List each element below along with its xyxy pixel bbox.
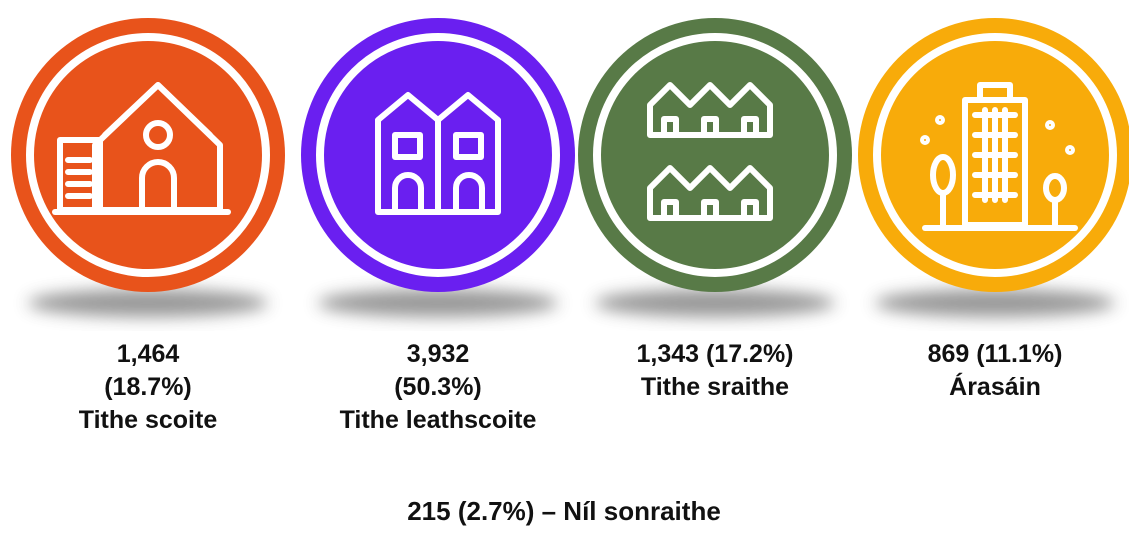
circles	[11, 18, 1129, 317]
item-label: Tithe sraithe	[641, 373, 789, 401]
shadow	[318, 289, 558, 317]
icon-terraced	[647, 82, 773, 221]
badge-ring	[316, 33, 560, 277]
item-label: Tithe scoite	[79, 406, 218, 434]
labels: 1,464 (18.7%) Tithe scoite 3,932 (50.3%) Tith…	[79, 340, 1063, 434]
item-label: 3,932	[407, 340, 470, 368]
badge-ring	[873, 33, 1117, 277]
badge	[11, 18, 285, 292]
item-label: Tithe leathscoite	[340, 406, 537, 434]
item-label: Árasáin	[949, 372, 1041, 401]
icon-semi-detached	[375, 92, 501, 215]
shadow	[595, 289, 835, 317]
badge	[578, 18, 852, 292]
shadow	[28, 289, 268, 317]
item-label: 869 (11.1%)	[928, 340, 1063, 368]
icon-apartments	[920, 82, 1078, 231]
badge-ring	[26, 33, 270, 277]
badge-ring	[593, 33, 837, 277]
item-label: 1,343 (17.2%)	[636, 340, 793, 368]
footer: 215 (2.7%) – Níl sonraithe	[407, 496, 721, 526]
icon-detached	[52, 82, 231, 215]
shadow	[875, 289, 1115, 317]
item-label: (50.3%)	[394, 373, 482, 401]
item-label: 1,464	[117, 340, 180, 368]
item-label: (18.7%)	[104, 373, 192, 401]
